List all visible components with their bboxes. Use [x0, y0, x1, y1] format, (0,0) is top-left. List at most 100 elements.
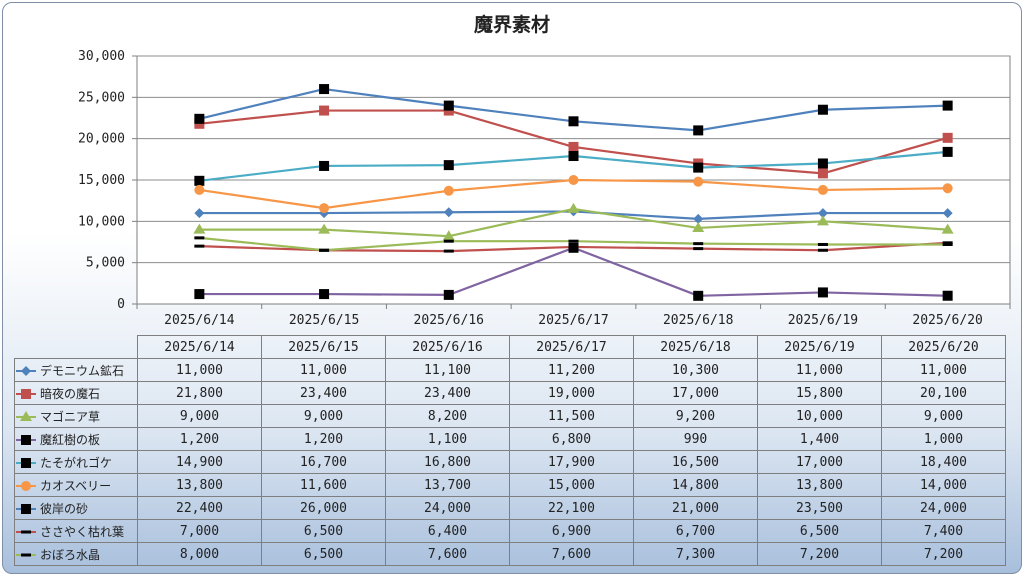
data-label: 6,700 [633, 519, 758, 543]
data-label: 14,800 [633, 473, 758, 497]
data-point [567, 202, 580, 213]
y-tick-label: 15,000 [78, 173, 125, 188]
data-point [568, 151, 579, 162]
data-label: 16,800 [385, 450, 510, 474]
data-point [319, 160, 330, 171]
legend-entry: 魔紅樹の板 [14, 427, 138, 451]
legend-entry: おぼろ水晶 [14, 542, 138, 566]
data-point [319, 203, 330, 214]
y-tick-label: 25,000 [78, 90, 125, 105]
table-row: ささやく枯れ葉 7,000 6,500 6,400 6,900 6,700 6,500 7,4… [14, 519, 1006, 543]
data-label: 6,900 [509, 519, 634, 543]
legend-key-marker [21, 530, 31, 534]
data-label: 11,000 [261, 358, 386, 382]
data-point [817, 287, 828, 298]
legend-key-marker [21, 389, 31, 399]
data-point [693, 242, 704, 246]
legend-key-marker [20, 411, 32, 421]
table-column-header: 2025/6/20 [881, 335, 1006, 359]
data-label: 6,500 [261, 519, 386, 543]
data-point [443, 100, 454, 111]
legend-key-icon [16, 435, 36, 445]
legend-entry: 彼岸の砂 [14, 496, 138, 520]
data-label: 10,000 [757, 404, 882, 428]
data-label: 15,800 [757, 381, 882, 405]
data-label: 11,000 [137, 358, 262, 382]
data-point [442, 230, 455, 241]
data-point [319, 105, 330, 116]
data-point [443, 207, 454, 218]
data-point [942, 146, 953, 157]
legend-label: ささやく枯れ葉 [40, 524, 125, 539]
data-point [817, 248, 828, 252]
data-label: 23,400 [261, 381, 386, 405]
data-label: 13,700 [385, 473, 510, 497]
legend-key-icon [16, 553, 36, 557]
data-label: 11,000 [881, 358, 1006, 382]
data-point [194, 244, 205, 248]
data-label: 11,200 [509, 358, 634, 382]
data-point [318, 223, 331, 234]
data-label: 8,200 [385, 404, 510, 428]
legend-key-icon [16, 504, 36, 514]
data-point [693, 290, 704, 301]
data-label: 15,000 [509, 473, 634, 497]
legend-key-icon [16, 366, 36, 376]
legend-label: たそがれゴケ [40, 455, 113, 470]
data-label: 1,000 [881, 427, 1006, 451]
x-tick-label: 2025/6/19 [788, 313, 858, 328]
data-label: 23,400 [385, 381, 510, 405]
data-point [816, 215, 829, 226]
data-point [194, 175, 205, 186]
data-label: 11,500 [509, 404, 634, 428]
table-column-header: 2025/6/14 [137, 335, 262, 359]
legend-label: カオスベリー [40, 478, 112, 493]
data-label: 22,100 [509, 496, 634, 520]
table-row: カオスベリー 13,800 11,600 13,700 15,000 14,800 13,8… [14, 473, 1006, 497]
chart-title: 魔界素材 [473, 14, 550, 36]
table-row: 彼岸の砂 22,400 26,000 24,000 22,100 21,000 23,500… [14, 496, 1006, 520]
data-point [942, 241, 953, 245]
data-label: 7,600 [509, 542, 634, 566]
data-label: 7,200 [757, 542, 882, 566]
legend-key-icon [16, 530, 36, 534]
data-point [817, 208, 828, 219]
x-tick-label: 2025/6/18 [663, 313, 733, 328]
data-point [817, 158, 828, 169]
data-label: 20,100 [881, 381, 1006, 405]
data-label: 8,000 [137, 542, 262, 566]
data-label: 16,500 [633, 450, 758, 474]
data-label: 6,800 [509, 427, 634, 451]
table-column-header: 2025/6/17 [509, 335, 634, 359]
legend-entry: マゴニア草 [14, 404, 138, 428]
y-tick-label: 0 [117, 297, 125, 312]
x-tick-label: 2025/6/14 [164, 313, 235, 328]
data-point [693, 213, 704, 224]
y-tick-label: 5,000 [86, 256, 125, 271]
data-point [693, 162, 704, 173]
data-label: 9,000 [881, 404, 1006, 428]
legend-label: おぼろ水晶 [40, 547, 101, 562]
table-corner [15, 336, 138, 359]
data-label: 17,900 [509, 450, 634, 474]
data-point [693, 247, 704, 251]
data-point [942, 132, 953, 143]
data-point [693, 125, 704, 136]
data-label: 21,800 [137, 381, 262, 405]
data-point [443, 249, 454, 253]
data-label: 14,000 [881, 473, 1006, 497]
data-point [194, 236, 205, 240]
x-tick-label: 2025/6/20 [912, 313, 982, 328]
data-point [319, 84, 330, 95]
legend-label: マゴニア草 [40, 409, 101, 424]
legend-label: 魔紅樹の板 [40, 432, 101, 447]
data-label: 990 [633, 427, 758, 451]
data-label: 7,200 [881, 542, 1006, 566]
data-point [443, 185, 454, 196]
data-label: 7,000 [137, 519, 262, 543]
table-column-header: 2025/6/18 [633, 335, 758, 359]
legend-key-icon [16, 389, 36, 399]
legend-label: 彼岸の砂 [40, 501, 89, 516]
data-point [443, 289, 454, 300]
legend-key-marker [21, 458, 31, 468]
